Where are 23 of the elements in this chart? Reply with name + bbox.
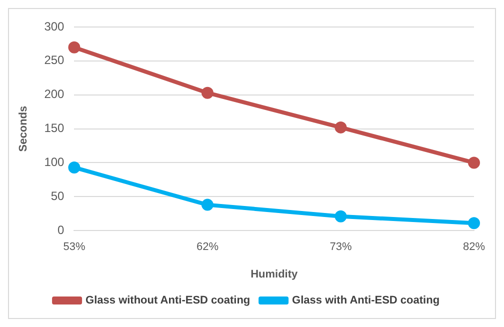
point <box>334 121 347 134</box>
y-tick-label: 150 <box>44 121 65 136</box>
point <box>468 217 480 230</box>
legend-label: Glass with Anti-ESD coating <box>292 294 440 307</box>
point <box>68 161 80 174</box>
point <box>68 41 80 54</box>
x-tick-label: 73% <box>330 241 352 254</box>
x-tick-label: 62% <box>196 241 219 254</box>
y-tick-label: 250 <box>44 53 65 68</box>
point <box>334 210 347 222</box>
y-tick-label: 300 <box>44 19 65 34</box>
y-tick-label: 100 <box>44 155 65 170</box>
y-tick-label: 200 <box>44 87 65 102</box>
y-tick-label: 0 <box>58 222 65 237</box>
x-tick-label: 82% <box>462 241 486 254</box>
point <box>201 198 214 211</box>
x-tick-label: 53% <box>63 241 86 254</box>
legend-label: Glass without Anti-ESD coating <box>86 294 250 307</box>
y-axis-title: Seconds <box>18 106 30 152</box>
point <box>201 86 214 99</box>
x-axis-title: Humidity <box>250 268 299 280</box>
point <box>468 156 480 169</box>
y-tick-label: 50 <box>50 188 65 203</box>
